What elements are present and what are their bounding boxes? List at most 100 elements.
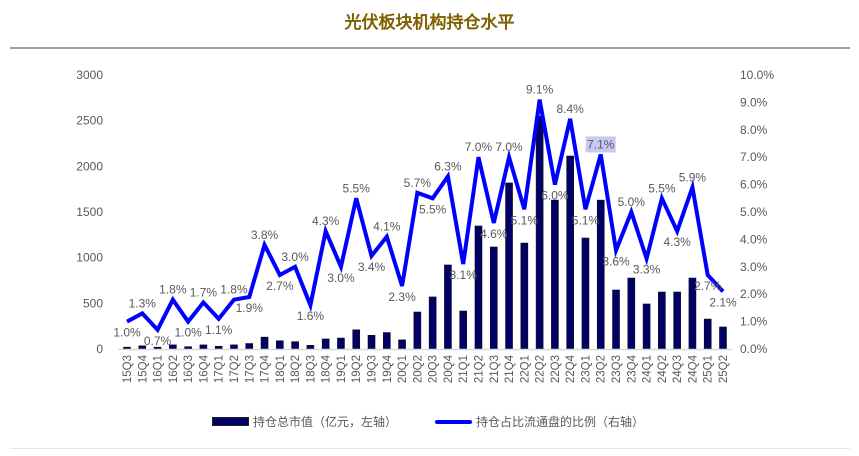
chart-title: 光伏板块机构持仓水平 <box>344 13 515 33</box>
x-tick-label: 18Q4 <box>321 354 333 383</box>
bar <box>703 318 712 350</box>
bar <box>382 332 391 350</box>
x-tick-label: 17Q3 <box>244 355 256 383</box>
data-label: 2.1% <box>709 295 737 309</box>
data-label-highlight <box>585 136 616 153</box>
y-right-tick-label: 0.0% <box>740 342 768 356</box>
x-tick-label: 20Q4 <box>443 354 455 383</box>
x-tick-label: 22Q2 <box>535 355 547 383</box>
y-right-tick-label: 6.0% <box>740 178 768 192</box>
data-label: 1.0% <box>174 326 202 340</box>
legend-item-line: 持仓占比流通盘的比例（右轴） <box>435 413 644 430</box>
data-label: 3.1% <box>450 268 478 282</box>
data-label: 1.9% <box>236 301 264 315</box>
data-label: 8.4% <box>556 102 584 116</box>
data-label: 3.0% <box>281 250 309 264</box>
x-tick-label: 18Q2 <box>290 355 302 383</box>
data-label: 1.8% <box>220 283 248 297</box>
data-label: 3.6% <box>602 254 630 268</box>
bar <box>245 343 254 350</box>
x-tick-label: 22Q4 <box>565 354 577 383</box>
x-tick-label: 17Q4 <box>260 354 272 383</box>
x-tick-label: 16Q2 <box>168 355 180 383</box>
x-tick-label: 24Q4 <box>687 354 699 383</box>
y-left-tick-label: 0 <box>96 342 103 356</box>
x-tick-label: 19Q1 <box>336 355 348 383</box>
y-right-tick-label: 1.0% <box>740 315 768 329</box>
bar <box>398 339 406 350</box>
bar <box>199 344 208 350</box>
bar <box>291 341 299 350</box>
bar <box>566 155 574 350</box>
x-tick-label: 17Q2 <box>229 355 241 383</box>
data-label: 5.5% <box>419 202 447 216</box>
bar <box>321 338 330 350</box>
bar <box>184 346 192 350</box>
y-left-tick-label: 3000 <box>76 68 103 82</box>
y-right-tick-label: 7.0% <box>740 150 768 164</box>
x-tick-label: 23Q3 <box>611 355 623 383</box>
x-tick-label: 20Q1 <box>397 355 409 383</box>
data-label: 5.7% <box>404 176 432 190</box>
data-label: 1.3% <box>129 296 157 310</box>
x-tick-label: 23Q2 <box>596 355 608 383</box>
y-right-tick-label: 2.0% <box>740 287 768 301</box>
data-label: 0.7% <box>144 334 172 348</box>
bar <box>260 336 269 350</box>
data-label: 1.6% <box>297 309 325 323</box>
x-tick-label: 20Q2 <box>412 355 424 383</box>
data-label: 5.1% <box>572 213 600 227</box>
data-label: 4.1% <box>373 220 401 234</box>
x-tick-label: 18Q1 <box>275 355 287 383</box>
y-left-tick-label: 1500 <box>76 205 103 219</box>
data-label: 2.7% <box>694 279 722 293</box>
x-tick-label: 19Q4 <box>382 354 394 383</box>
x-tick-label: 23Q1 <box>580 355 592 383</box>
y-left-tick-label: 2500 <box>76 114 103 128</box>
x-tick-label: 25Q2 <box>718 355 730 383</box>
x-tick-label: 15Q4 <box>137 354 149 383</box>
y-left-tick-label: 2000 <box>76 159 103 173</box>
x-tick-label: 23Q4 <box>626 354 638 383</box>
x-tick-label: 22Q1 <box>519 355 531 383</box>
x-tick-label: 22Q3 <box>550 355 562 383</box>
y-right-tick-label: 10.0% <box>740 68 774 82</box>
data-label: 7.0% <box>465 140 493 154</box>
data-label: 4.6% <box>480 227 508 241</box>
x-tick-label: 21Q2 <box>473 355 485 383</box>
data-label: 7.0% <box>495 140 523 154</box>
legend-label-line: 持仓占比流通盘的比例（右轴） <box>476 415 645 429</box>
bar <box>337 337 345 350</box>
bar <box>214 345 223 350</box>
legend-label-bar: 持仓总市值（亿元，左轴） <box>253 415 398 429</box>
bar <box>658 291 666 350</box>
x-tick-label: 24Q1 <box>642 355 654 383</box>
bar <box>489 246 498 350</box>
bar <box>719 326 727 350</box>
x-tick-label: 25Q1 <box>703 355 715 383</box>
line-series <box>126 99 725 334</box>
bar <box>612 289 620 350</box>
data-label: 5.9% <box>679 170 707 184</box>
bar <box>581 237 590 350</box>
data-label: 5.1% <box>511 213 539 227</box>
data-label: 2.3% <box>388 290 416 304</box>
bar <box>352 329 361 350</box>
x-tick-label: 16Q4 <box>198 354 210 383</box>
data-label: 7.1% <box>587 137 615 151</box>
x-tick-label: 21Q4 <box>504 354 516 383</box>
x-tick-label: 16Q1 <box>153 355 165 383</box>
y-right-tick-label: 8.0% <box>740 123 768 137</box>
bar <box>551 199 559 350</box>
data-label: 4.3% <box>312 214 340 228</box>
bar <box>627 277 636 350</box>
x-tick-label: 18Q3 <box>305 355 317 383</box>
data-label: 3.3% <box>633 263 661 277</box>
data-label: 1.7% <box>190 285 218 299</box>
legend-swatch-line <box>435 419 472 424</box>
legend-swatch-bar <box>212 417 249 426</box>
y-left-tick-label: 1000 <box>76 251 103 265</box>
title-divider <box>10 47 850 49</box>
